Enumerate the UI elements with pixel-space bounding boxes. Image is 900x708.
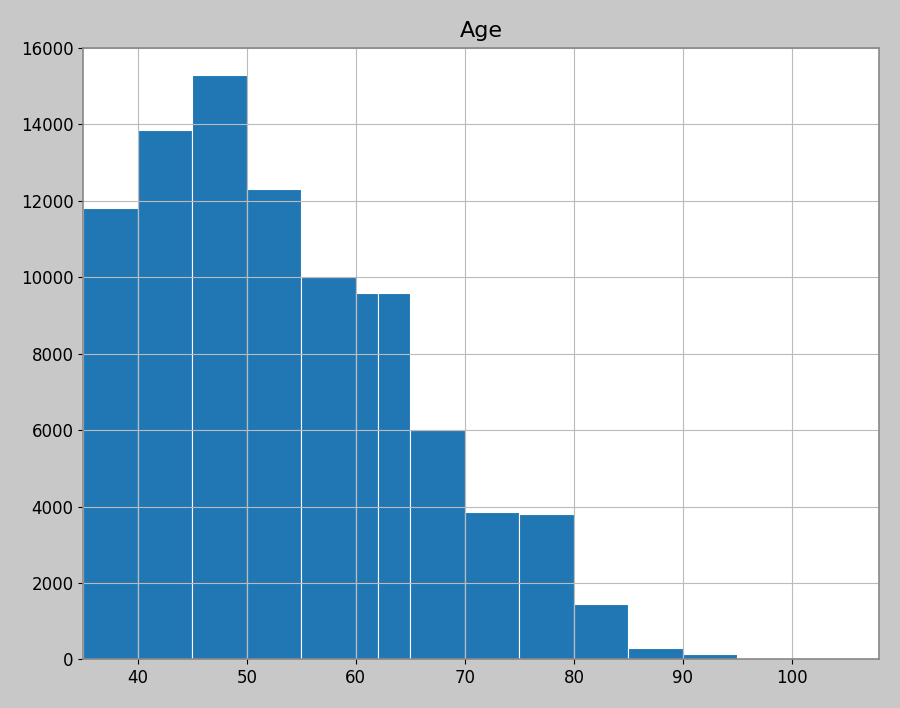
Bar — [378, 292, 410, 659]
Bar — [138, 130, 193, 659]
Bar — [792, 658, 847, 659]
Bar — [193, 75, 247, 659]
Bar — [247, 189, 302, 659]
Bar — [574, 604, 628, 659]
Bar — [356, 292, 378, 659]
Bar — [737, 658, 792, 659]
Bar — [84, 208, 138, 659]
Bar — [302, 278, 356, 659]
Bar — [465, 513, 519, 659]
Bar — [683, 653, 737, 659]
Bar — [410, 430, 465, 659]
Bar — [628, 648, 683, 659]
Title: Age: Age — [460, 21, 503, 41]
Bar — [519, 514, 574, 659]
